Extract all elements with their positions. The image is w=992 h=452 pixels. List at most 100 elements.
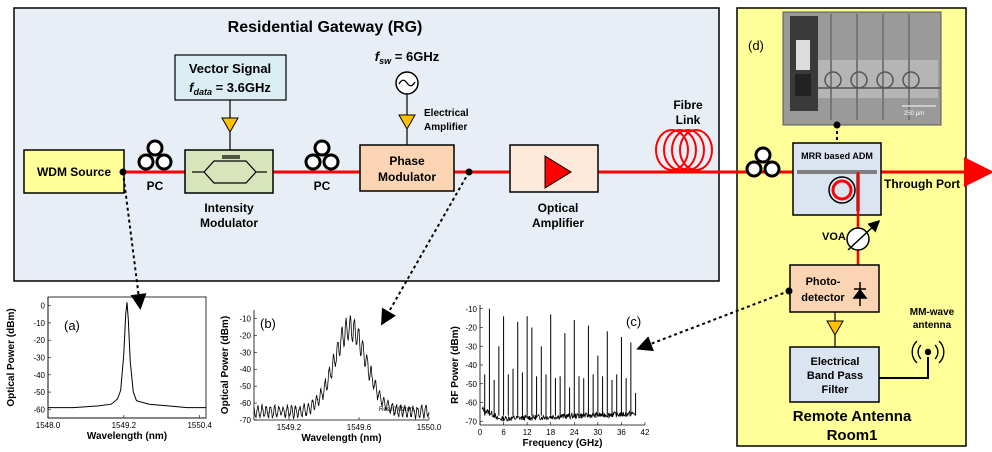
micrograph-image bbox=[782, 11, 942, 126]
y-tick-label: -10 bbox=[465, 305, 477, 314]
y-tick-label: -20 bbox=[239, 331, 251, 340]
connector-c bbox=[636, 290, 790, 352]
x-axis-label: Wavelength (nm) bbox=[87, 431, 167, 442]
x-axis-label: Wavelength (nm) bbox=[301, 433, 381, 444]
plot-frame bbox=[480, 305, 645, 425]
remote-title-line2: Room1 bbox=[827, 427, 878, 444]
elec-amp-line2: Amplifier bbox=[424, 122, 467, 133]
x-tick-label: 1550.0 bbox=[417, 423, 442, 432]
y-tick-label: -30 bbox=[33, 354, 45, 363]
mmwave-line1: MM-wave bbox=[910, 307, 955, 318]
y-tick-label: -50 bbox=[33, 388, 45, 397]
opt-amp-line2: Amplifier bbox=[532, 216, 584, 230]
wdm-source-box bbox=[23, 149, 125, 194]
pc2-label: PC bbox=[314, 179, 331, 193]
x-tick-label: 6 bbox=[501, 428, 506, 437]
y-tick-label: -50 bbox=[239, 382, 251, 391]
fsw-label: fsw = 6GHz bbox=[375, 49, 440, 66]
phase-modulator-box bbox=[359, 144, 455, 192]
fibre-coil bbox=[655, 129, 713, 171]
electrical-amp-triangle bbox=[398, 114, 416, 131]
x-tick-label: 12 bbox=[523, 428, 532, 437]
y-axis-label: RF Power (dBm) bbox=[450, 326, 461, 404]
x-tick-label: 1548.0 bbox=[36, 421, 61, 430]
intensity-mod-line2: Modulator bbox=[200, 216, 258, 230]
y-tick-label: -30 bbox=[465, 342, 477, 351]
fdata-label: fdata = 3.6GHz bbox=[189, 80, 271, 97]
polarization-controller-2 bbox=[304, 139, 340, 171]
x-tick-label: 1549.2 bbox=[277, 423, 302, 432]
mrr-label: MRR based ADM bbox=[801, 151, 873, 161]
optical-amp-triangle bbox=[544, 155, 572, 189]
y-tick-label: -60 bbox=[465, 399, 477, 408]
y-tick-label: -40 bbox=[33, 371, 45, 380]
panel-label: (c) bbox=[626, 314, 641, 329]
y-tick-label: -20 bbox=[33, 336, 45, 345]
y-tick-label: -40 bbox=[465, 361, 477, 370]
y-tick-label: -20 bbox=[465, 324, 477, 333]
y-tick-label: 0 bbox=[41, 302, 46, 311]
voa-icon bbox=[846, 227, 870, 251]
y-tick-label: -60 bbox=[33, 405, 45, 414]
remote-title-line1: Remote Antenna bbox=[793, 408, 912, 425]
y-axis-label: Optical Power (dBm) bbox=[220, 316, 231, 414]
pc1-label: PC bbox=[147, 179, 164, 193]
wdm-source-label: WDM Source bbox=[37, 165, 111, 179]
photodetector-line2: detector bbox=[801, 292, 845, 304]
y-tick-label: -70 bbox=[239, 416, 251, 425]
phase-mod-line1: Phase bbox=[389, 154, 425, 168]
chart-a: 0 -10 -20 -30 -40 -50 -60 1548.0 1549.2 1550.4 Wav… bbox=[6, 296, 212, 442]
intensity-mod-line1: Intensity bbox=[204, 201, 254, 215]
chart-c: -10 -20 -30 -40 -50 -60 -700 6 12 18 24 30 36 42 Frequ… bbox=[450, 305, 650, 449]
rg-title: Residential Gateway (RG) bbox=[228, 19, 423, 36]
photodiode-icon bbox=[852, 282, 868, 306]
bpf-line2: Band Pass bbox=[807, 370, 863, 382]
chart-b: -10 -20 -30 -40 -50 -60 -70 1549.2 1549.6 1550.0 W… bbox=[220, 310, 442, 444]
through-port-label: Through Port bbox=[884, 177, 960, 191]
polarization-controller-1 bbox=[137, 139, 173, 171]
mrr-adm-box bbox=[792, 142, 882, 216]
antenna-icon bbox=[911, 340, 945, 364]
bpf-line3: Filter bbox=[822, 384, 850, 396]
plot-frame bbox=[47, 296, 207, 419]
x-tick-label: 42 bbox=[641, 428, 650, 437]
x-tick-label: 1549.6 bbox=[347, 423, 372, 432]
y-tick-label: -50 bbox=[465, 380, 477, 389]
y-tick-label: -40 bbox=[239, 365, 251, 374]
vector-amp-triangle bbox=[221, 117, 239, 134]
y-tick-label: -60 bbox=[239, 399, 251, 408]
elec-amp-line1: Electrical bbox=[424, 108, 469, 119]
connector-b bbox=[381, 171, 470, 326]
series-line bbox=[48, 302, 206, 409]
polarization-controller-3 bbox=[745, 146, 781, 178]
fibre-label-line2: Link bbox=[676, 113, 701, 127]
noise-floor-line bbox=[481, 405, 636, 422]
bandpass-filter-box bbox=[789, 346, 880, 403]
x-tick-label: 1549.2 bbox=[112, 421, 137, 430]
panel-label: (a) bbox=[64, 318, 80, 333]
opt-amp-line1: Optical bbox=[538, 201, 579, 215]
y-axis-label: Optical Power (dBm) bbox=[6, 308, 17, 406]
x-tick-label: 1550.4 bbox=[187, 421, 212, 430]
bpf-line1: Electrical bbox=[811, 356, 860, 368]
series-line bbox=[253, 314, 430, 421]
scale-bar-label: 250 µm bbox=[904, 111, 924, 117]
plot-frame bbox=[254, 310, 429, 420]
x-tick-label: 30 bbox=[593, 428, 602, 437]
vector-signal-box bbox=[174, 54, 287, 101]
x-axis-label: Frequency (GHz) bbox=[522, 438, 602, 449]
fibre-label-line1: Fibre bbox=[673, 98, 703, 112]
x-tick-label: 0 bbox=[478, 428, 483, 437]
y-tick-label: -10 bbox=[33, 319, 45, 328]
y-tick-label: -70 bbox=[465, 417, 477, 426]
panel-d-label: (d) bbox=[748, 38, 764, 53]
phase-mod-line2: Modulator bbox=[378, 170, 436, 184]
rf-amp-triangle bbox=[826, 320, 844, 337]
panel-label: (b) bbox=[260, 316, 276, 331]
resolution-annotation: Res: 0.01nm bbox=[379, 407, 413, 413]
micro-ring-icon bbox=[828, 176, 856, 204]
x-tick-label: 24 bbox=[570, 428, 579, 437]
vector-signal-label: Vector Signal bbox=[189, 61, 271, 76]
mmwave-line2: antenna bbox=[913, 320, 952, 331]
